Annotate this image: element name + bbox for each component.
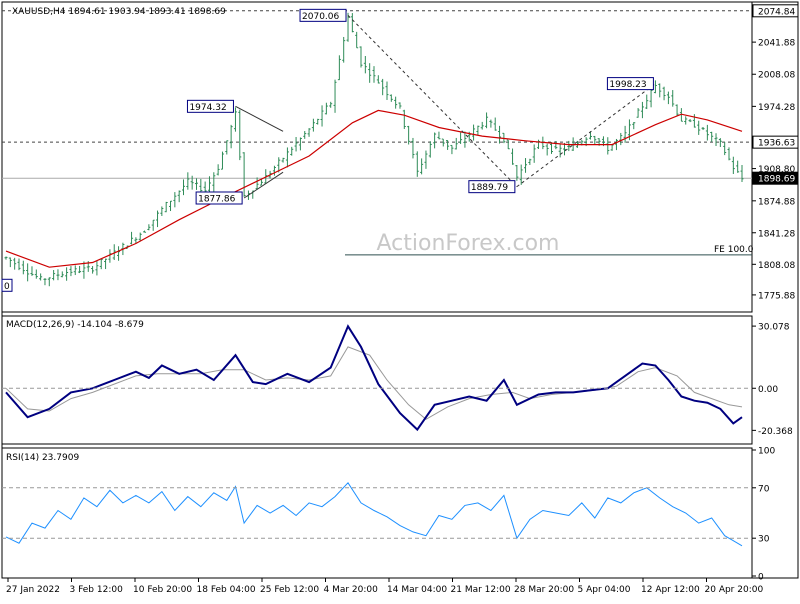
trendline (243, 171, 284, 199)
main-y-label-box (752, 171, 799, 185)
fe-label: FE 100.0 (714, 245, 754, 255)
x-tick-label: 12 Apr 12:00 (641, 585, 700, 595)
rsi-title: RSI(14) 23.7909 (6, 453, 79, 463)
macd-line (5, 324, 743, 432)
trendline (347, 14, 518, 188)
x-tick-label: 21 Mar 12:00 (451, 585, 511, 595)
x-tick-label: 5 Apr 04:00 (578, 585, 631, 595)
price-annotation-label: 1889.79 (471, 183, 508, 193)
x-tick-label: 25 Feb 12:00 (260, 585, 319, 595)
outer-frame (1, 1, 799, 579)
macd-signal-line (5, 346, 743, 420)
price-annotation-box (299, 8, 347, 22)
main-y-tick-label: 1808.08 (758, 261, 795, 271)
price-annotation-box (1, 278, 13, 292)
main-y-tick-label: 2041.88 (758, 39, 795, 49)
main-pane-frame (1, 1, 753, 313)
main-y-tick-label: 1841.28 (758, 229, 795, 239)
main-y-tick-label: 1908.80 (758, 165, 795, 175)
price-annotation-label: 1998.23 (609, 80, 646, 90)
macd-y-tick-label: 30.078 (758, 323, 790, 333)
x-tick-label: 28 Mar 20:00 (514, 585, 574, 595)
trendline (516, 83, 656, 188)
main-title: XAUUSD,H4 1894.61 1903.94 1893.41 1898.6… (12, 7, 226, 17)
main-y-tick-label: 1874.88 (758, 197, 795, 207)
x-tick-label: 14 Mar 04:00 (387, 585, 447, 595)
main-y-label-box (752, 135, 799, 149)
moving-average-line (5, 109, 743, 268)
price-annotation-box (468, 180, 516, 194)
rsi-y-tick-label: 100 (758, 447, 775, 457)
rsi-y-tick-label: 70 (758, 484, 770, 494)
price-annotation-box (186, 99, 234, 113)
rsi-pane-frame (1, 447, 753, 579)
rsi-line (5, 481, 743, 547)
x-tick-label: 27 Jan 2022 (6, 585, 60, 595)
watermark: ActionForex.com (377, 231, 560, 256)
macd-title: MACD(12,26,9) -14.104 -8.679 (6, 320, 144, 330)
macd-y-tick-label: 0.00 (758, 385, 778, 395)
main-y-tick-label: 2008.08 (758, 71, 795, 81)
price-annotation-label: 2070.06 (302, 12, 339, 22)
main-y-tick-label: 1775.88 (758, 291, 795, 301)
x-tick-label: 4 Mar 20:00 (324, 585, 379, 595)
rsi-y-tick-label: 0 (758, 573, 764, 583)
main-y-label-box (752, 4, 799, 18)
x-tick-label: 3 Feb 12:00 (70, 585, 124, 595)
main-y-tick-label: 1936.63 (758, 139, 795, 149)
main-y-tick-label: 1898.69 (758, 175, 795, 185)
x-tick-label: 10 Feb 20:00 (133, 585, 192, 595)
rsi-y-tick-label: 30 (758, 535, 770, 545)
main-y-tick-label: 2074.84 (758, 7, 795, 17)
price-annotation-label: 1877.86 (198, 194, 235, 204)
x-tick-label: 18 Feb 04:00 (197, 585, 256, 595)
price-annotation-box (195, 191, 243, 205)
macd-y-tick-label: -20.368 (758, 427, 793, 437)
trendline (235, 105, 284, 132)
price-annotation-box (606, 77, 654, 91)
price-annotation-label: 1974.32 (189, 103, 226, 113)
main-y-tick-label: 1974.28 (758, 103, 795, 113)
x-tick-label: 20 Apr 20:00 (705, 585, 764, 595)
price-annotation-label: 0 (4, 282, 10, 292)
